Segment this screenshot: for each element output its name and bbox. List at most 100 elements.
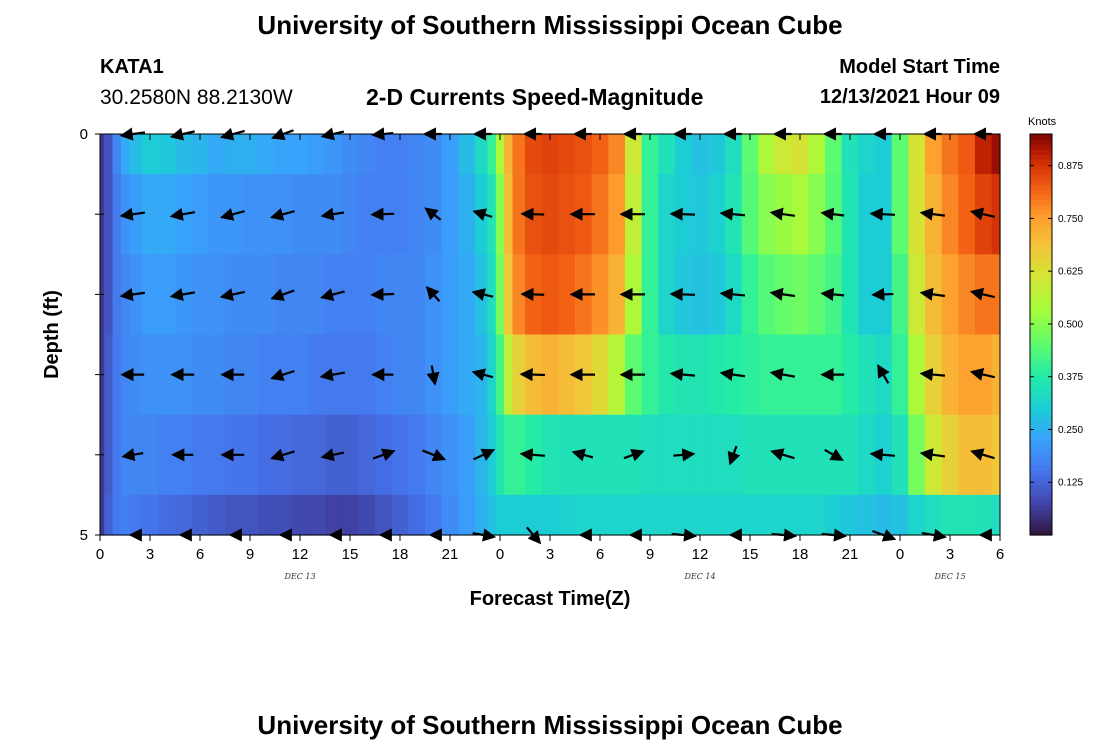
heatmap-cell [608,174,626,255]
heatmap-cell [808,494,826,536]
heatmap-cell [112,414,122,496]
heatmap-cell [291,134,309,175]
current-vector-arrow [820,287,845,301]
heatmap-cell [708,334,726,416]
heatmap-cell [495,414,505,496]
heatmap-cell [120,134,130,175]
heatmap-cell [958,414,976,496]
heatmap-cell [141,254,159,336]
current-vector-arrow [919,448,946,462]
heatmap-cell [758,414,776,496]
heatmap-cell [841,414,859,496]
colorbar: 0.125 0.250 0.375 0.500 0.625 0.750 0.875 Knots [1028,116,1083,536]
heatmap-cell [675,494,693,536]
current-vector-arrow [824,448,844,461]
heatmap-cell [808,414,826,496]
heatmap-cell [291,254,309,336]
colorbar-segment [1030,439,1052,446]
heatmap-cell [241,414,259,496]
heatmap-cell [658,334,676,416]
current-vector-arrow [919,287,946,301]
heatmap-cell [591,134,609,175]
colorbar-segment [1030,134,1052,140]
heatmap-cell [341,494,359,536]
heatmap-cell [558,174,576,255]
colorbar-segment [1030,314,1052,321]
heatmap-cell [808,134,826,175]
heatmap-cell [158,494,176,536]
heatmap-cell [308,334,326,416]
heatmap-cell [458,134,476,175]
heatmap-cell [208,174,226,255]
heatmap-cell [758,334,776,416]
heatmap-cell [391,414,409,496]
x-tick-label: 6 [196,546,204,563]
heatmap-cell [487,494,497,536]
heatmap-cell [308,254,326,336]
colorbar-segment [1030,194,1052,200]
x-tick-label: 6 [596,546,604,563]
heatmap-cell [441,334,459,416]
colorbar-tick-label: 0.875 [1058,161,1083,172]
heatmap-cell [495,254,505,336]
footer-title: University of Southern Mississippi Ocean… [257,710,843,740]
colorbar-segment [1030,279,1052,285]
colorbar-segment [1030,404,1052,411]
current-vector-arrow [727,445,741,466]
x-tick-label: 3 [946,546,954,563]
colorbar-segment [1030,174,1052,180]
heatmap-cell [641,414,659,496]
heatmap-cell [908,494,926,536]
heatmap-cell [641,254,659,336]
colorbar-segment [1030,389,1052,396]
x-tick-label: 18 [792,546,809,563]
heatmap-cell [708,254,726,336]
x-tick-label: 9 [646,546,654,563]
heatmap-cell [841,134,859,175]
colorbar-segment [1030,154,1052,160]
heatmap-cell [825,134,843,175]
heatmap-cell [104,494,114,536]
heatmap-cell [991,414,1001,496]
heatmap-cell [191,334,209,416]
heatmap-cell [841,174,859,255]
heatmap-cell [408,494,426,536]
heatmap-cell [558,414,576,496]
heatmap-cell [375,134,393,175]
colorbar-segment [1030,514,1052,521]
heatmap-cell [208,414,226,496]
heatmap-cell [541,334,559,416]
heatmap-cell [891,494,909,536]
colorbar-segment [1030,139,1052,145]
x-tick-label: 0 [896,546,904,563]
heatmap-cell [908,174,926,255]
current-vector-arrow [370,287,395,301]
heatmap-cell [741,494,759,536]
heatmap-cell [158,174,176,255]
heatmap-cell [475,134,489,175]
heatmap-cell [608,334,626,416]
current-vector-arrow [119,287,146,302]
current-vector-arrow [869,448,896,462]
heatmap-cell [741,174,759,255]
current-vector-arrow [425,285,441,302]
heatmap-cell [487,174,497,255]
heatmap-cell [291,414,309,496]
heatmap-cell [591,254,609,336]
heatmap-cell [575,494,593,536]
colorbar-tick-label: 0.750 [1058,214,1083,225]
heatmap-cell [241,494,259,536]
heatmap-cell [358,494,376,536]
current-vector-arrow [320,207,345,221]
heatmap-cell [558,334,576,416]
current-vector-arrow [169,207,196,221]
current-vector-arrow [623,448,645,462]
heatmap-cell [391,254,409,336]
heatmap-cell [358,414,376,496]
heatmap-cell [175,494,193,536]
heatmap-cell [975,494,993,536]
heatmap-cell [325,134,343,175]
heatmap-cell [158,414,176,496]
heatmap-cell [504,494,514,536]
colorbar-segment [1030,449,1052,456]
